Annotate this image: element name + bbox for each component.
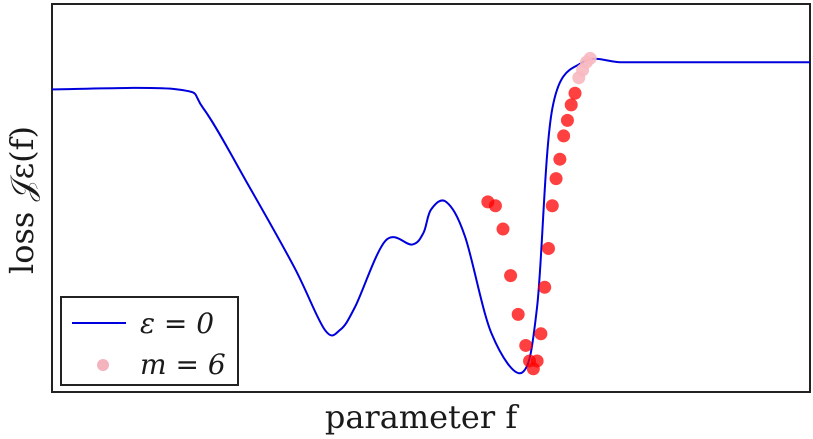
scatter-point xyxy=(504,269,518,283)
legend-scatter-marker xyxy=(97,359,109,371)
legend-box xyxy=(60,296,239,386)
scatter-point xyxy=(519,338,533,352)
x-axis-label: parameter f xyxy=(325,398,519,436)
scatter-point xyxy=(534,327,548,341)
plot-frame xyxy=(51,3,811,393)
legend-label-line: ε = 0 xyxy=(140,307,214,340)
scatter-point xyxy=(511,307,525,321)
scatter-point xyxy=(568,86,582,100)
scatter-point xyxy=(538,280,552,294)
plot-area xyxy=(51,51,810,376)
scatter-point xyxy=(553,152,567,166)
scatter-point xyxy=(557,129,571,143)
scatter-point xyxy=(541,241,555,255)
scatter-point xyxy=(549,172,563,186)
scatter-point xyxy=(583,51,597,65)
scatter-point xyxy=(488,199,502,213)
y-axis-label: loss 𝒥ε(f) xyxy=(3,126,41,274)
scatter-point xyxy=(530,354,544,368)
scatter-point xyxy=(496,222,510,236)
scatter-point xyxy=(564,98,578,112)
legend: ε = 0 m = 6 xyxy=(60,296,239,386)
scatter-point xyxy=(560,113,574,127)
scatter-point xyxy=(545,199,559,213)
legend-label-scatter: m = 6 xyxy=(140,348,226,381)
series-line xyxy=(51,57,810,375)
